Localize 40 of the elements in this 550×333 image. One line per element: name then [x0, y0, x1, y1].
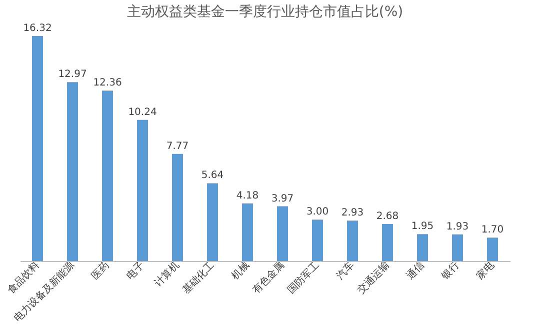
data-label: 1.70 — [481, 224, 504, 236]
x-tick-label: 电子 — [124, 259, 147, 282]
data-label: 5.64 — [201, 170, 224, 182]
bar — [172, 154, 183, 261]
bar — [102, 90, 113, 261]
data-label: 2.93 — [341, 208, 364, 219]
data-label: 10.24 — [128, 106, 157, 118]
bar — [242, 203, 253, 261]
x-tick-label: 家电 — [474, 259, 497, 282]
data-label: 12.97 — [58, 69, 87, 80]
bar — [137, 120, 148, 261]
data-label: 3.00 — [306, 206, 329, 218]
data-label: 16.32 — [23, 23, 52, 34]
data-label: 2.68 — [376, 211, 399, 222]
x-tick-label: 交通运输 — [354, 259, 392, 296]
bar — [312, 220, 323, 261]
data-label: 12.36 — [93, 78, 122, 89]
data-label: 1.93 — [446, 221, 469, 232]
data-label: 4.18 — [236, 190, 259, 202]
bar — [207, 183, 218, 261]
bar — [277, 206, 288, 261]
x-tick-label: 国防军工 — [284, 259, 322, 296]
x-tick-label: 医药 — [89, 259, 112, 282]
bar — [487, 238, 498, 261]
x-tick-label: 银行 — [439, 260, 462, 283]
chart-title: 主动权益类基金一季度行业持仓市值占比(%) — [126, 4, 404, 20]
bar — [417, 234, 428, 261]
data-label: 7.77 — [166, 140, 189, 152]
x-tick-label: 机械 — [229, 259, 252, 282]
x-tick-label: 通信 — [404, 259, 427, 282]
data-label: 1.95 — [411, 221, 434, 232]
bar — [347, 220, 358, 261]
bar — [32, 36, 43, 261]
bar — [452, 234, 463, 261]
x-tick-label: 计算机 — [152, 259, 182, 289]
bar — [382, 224, 393, 261]
bar — [67, 82, 78, 261]
x-tick-label: 基础化工 — [180, 259, 217, 296]
x-tick-label: 汽车 — [334, 259, 357, 282]
data-label: 3.97 — [271, 193, 294, 204]
